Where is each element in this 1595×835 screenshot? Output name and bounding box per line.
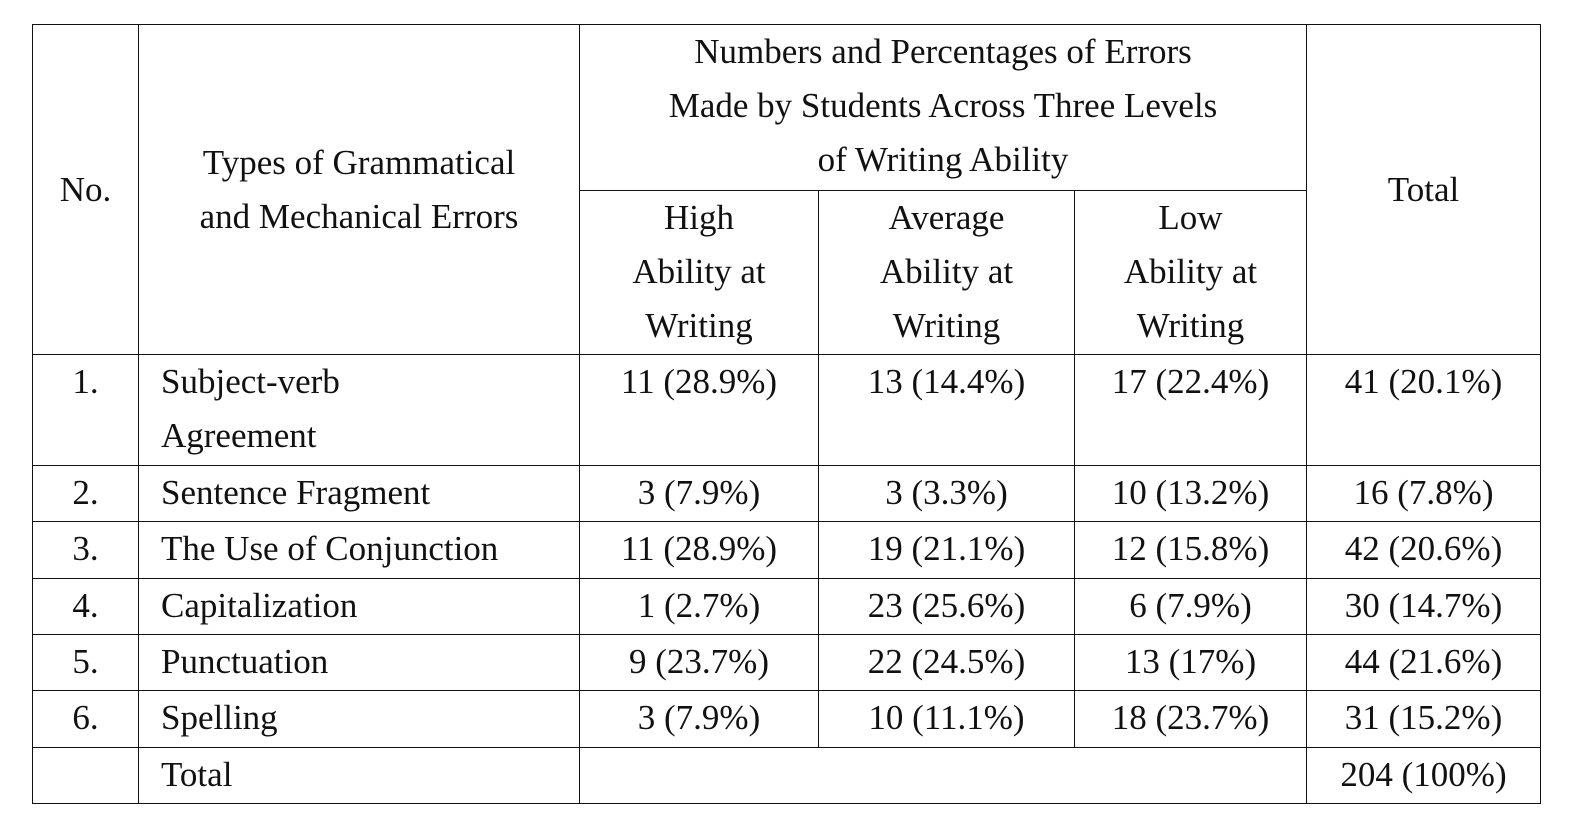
header-average-line-2: Ability at: [879, 252, 1014, 291]
table-row: 6. Spelling 3 (7.9%) 10 (11.1%) 18 (23.7…: [32, 690, 1541, 748]
table-row: 5. Punctuation 9 (23.7%) 22 (24.5%) 13 (…: [32, 634, 1541, 691]
row-number: 6.: [32, 690, 139, 748]
row-total-value: 44 (21.6%): [1306, 634, 1541, 691]
average-ability-value: 10 (11.1%): [818, 690, 1075, 748]
header-low-line-1: Low: [1158, 198, 1223, 237]
header-low-ability: Low Ability at Writing: [1074, 190, 1307, 355]
header-row-1: No. Types of Grammatical and Mechanical …: [32, 24, 1541, 355]
error-type: Capitalization: [138, 578, 580, 635]
header-group: Numbers and Percentages of Errors Made b…: [579, 24, 1307, 191]
average-ability-value: 23 (25.6%): [818, 578, 1075, 635]
row-total-value: 30 (14.7%): [1306, 578, 1541, 635]
error-type: Subject-verb Agreement: [138, 354, 580, 466]
header-average-line-1: Average: [888, 198, 1005, 237]
low-ability-value: 12 (15.8%): [1074, 521, 1307, 579]
high-ability-value: 3 (7.9%): [579, 465, 819, 522]
header-total: Total: [1306, 24, 1541, 355]
header-group-line-2: Made by Students Across Three Levels: [668, 86, 1218, 125]
table-header: No. Types of Grammatical and Mechanical …: [32, 24, 1541, 355]
high-ability-value: 3 (7.9%): [579, 690, 819, 748]
header-high-line-3: Writing: [645, 306, 753, 345]
header-types: Types of Grammatical and Mechanical Erro…: [138, 24, 580, 355]
header-low-line-2: Ability at: [1123, 252, 1258, 291]
header-group-line-3: of Writing Ability: [817, 140, 1069, 179]
average-ability-value: 3 (3.3%): [818, 465, 1075, 522]
low-ability-value: 6 (7.9%): [1074, 578, 1307, 635]
header-types-line-1: Types of Grammatical: [202, 142, 516, 182]
table-row: 2. Sentence Fragment 3 (7.9%) 3 (3.3%) 1…: [32, 465, 1541, 522]
high-ability-value: 1 (2.7%): [579, 578, 819, 635]
high-ability-value: 11 (28.9%): [579, 354, 819, 466]
row-total-value: 41 (20.1%): [1306, 354, 1541, 466]
header-high-line-1: High: [664, 198, 734, 237]
table-row: 4. Capitalization 1 (2.7%) 23 (25.6%) 6 …: [32, 578, 1541, 635]
row-number: 4.: [32, 578, 139, 635]
header-row-2: High Ability at Writing Average Ability …: [33, 190, 1541, 355]
low-ability-value: 13 (17%): [1074, 634, 1307, 691]
high-ability-value: 9 (23.7%): [579, 634, 819, 691]
error-type-line-1: Subject-verb: [161, 362, 340, 401]
low-ability-value: 10 (13.2%): [1074, 465, 1307, 522]
row-number: 3.: [32, 521, 139, 579]
row-number: 2.: [32, 465, 139, 522]
header-average-line-3: Writing: [892, 306, 1001, 345]
header-high-ability: High Ability at Writing: [579, 190, 819, 355]
average-ability-value: 22 (24.5%): [818, 634, 1075, 691]
total-label: Total: [138, 747, 580, 804]
row-total-value: 31 (15.2%): [1306, 690, 1541, 748]
total-row-number-cell: [32, 747, 139, 804]
header-types-line-2: and Mechanical Errors: [199, 196, 519, 236]
row-number: 5.: [32, 634, 139, 691]
row-total-value: 16 (7.8%): [1306, 465, 1541, 522]
header-low-line-3: Writing: [1136, 306, 1245, 345]
error-type: Punctuation: [138, 634, 580, 691]
average-ability-value: 19 (21.1%): [818, 521, 1075, 579]
average-ability-value: 13 (14.4%): [818, 354, 1075, 466]
error-type: Sentence Fragment: [138, 465, 580, 522]
grand-total-value: 204 (100%): [1306, 747, 1541, 804]
header-average-ability: Average Ability at Writing: [818, 190, 1075, 355]
table-row: 3. The Use of Conjunction 11 (28.9%) 19 …: [32, 521, 1541, 579]
table-row: 1. Subject-verb Agreement 11 (28.9%) 13 …: [32, 354, 1541, 466]
total-row: Total 204 (100%): [32, 747, 1541, 804]
error-type: Spelling: [138, 690, 580, 748]
high-ability-value: 11 (28.9%): [579, 521, 819, 579]
error-type-line-2: Agreement: [161, 416, 317, 455]
low-ability-value: 18 (23.7%): [1074, 690, 1307, 748]
grammatical-errors-table: No. Types of Grammatical and Mechanical …: [32, 24, 1541, 804]
header-group-line-1: Numbers and Percentages of Errors: [694, 32, 1192, 71]
total-row-blank-cell: [579, 747, 1307, 804]
row-number: 1.: [32, 354, 139, 466]
header-high-line-2: Ability at: [632, 252, 766, 291]
header-no: No.: [32, 24, 139, 355]
row-total-value: 42 (20.6%): [1306, 521, 1541, 579]
table-body: 1. Subject-verb Agreement 11 (28.9%) 13 …: [32, 354, 1541, 804]
low-ability-value: 17 (22.4%): [1074, 354, 1307, 466]
error-type: The Use of Conjunction: [138, 521, 580, 579]
